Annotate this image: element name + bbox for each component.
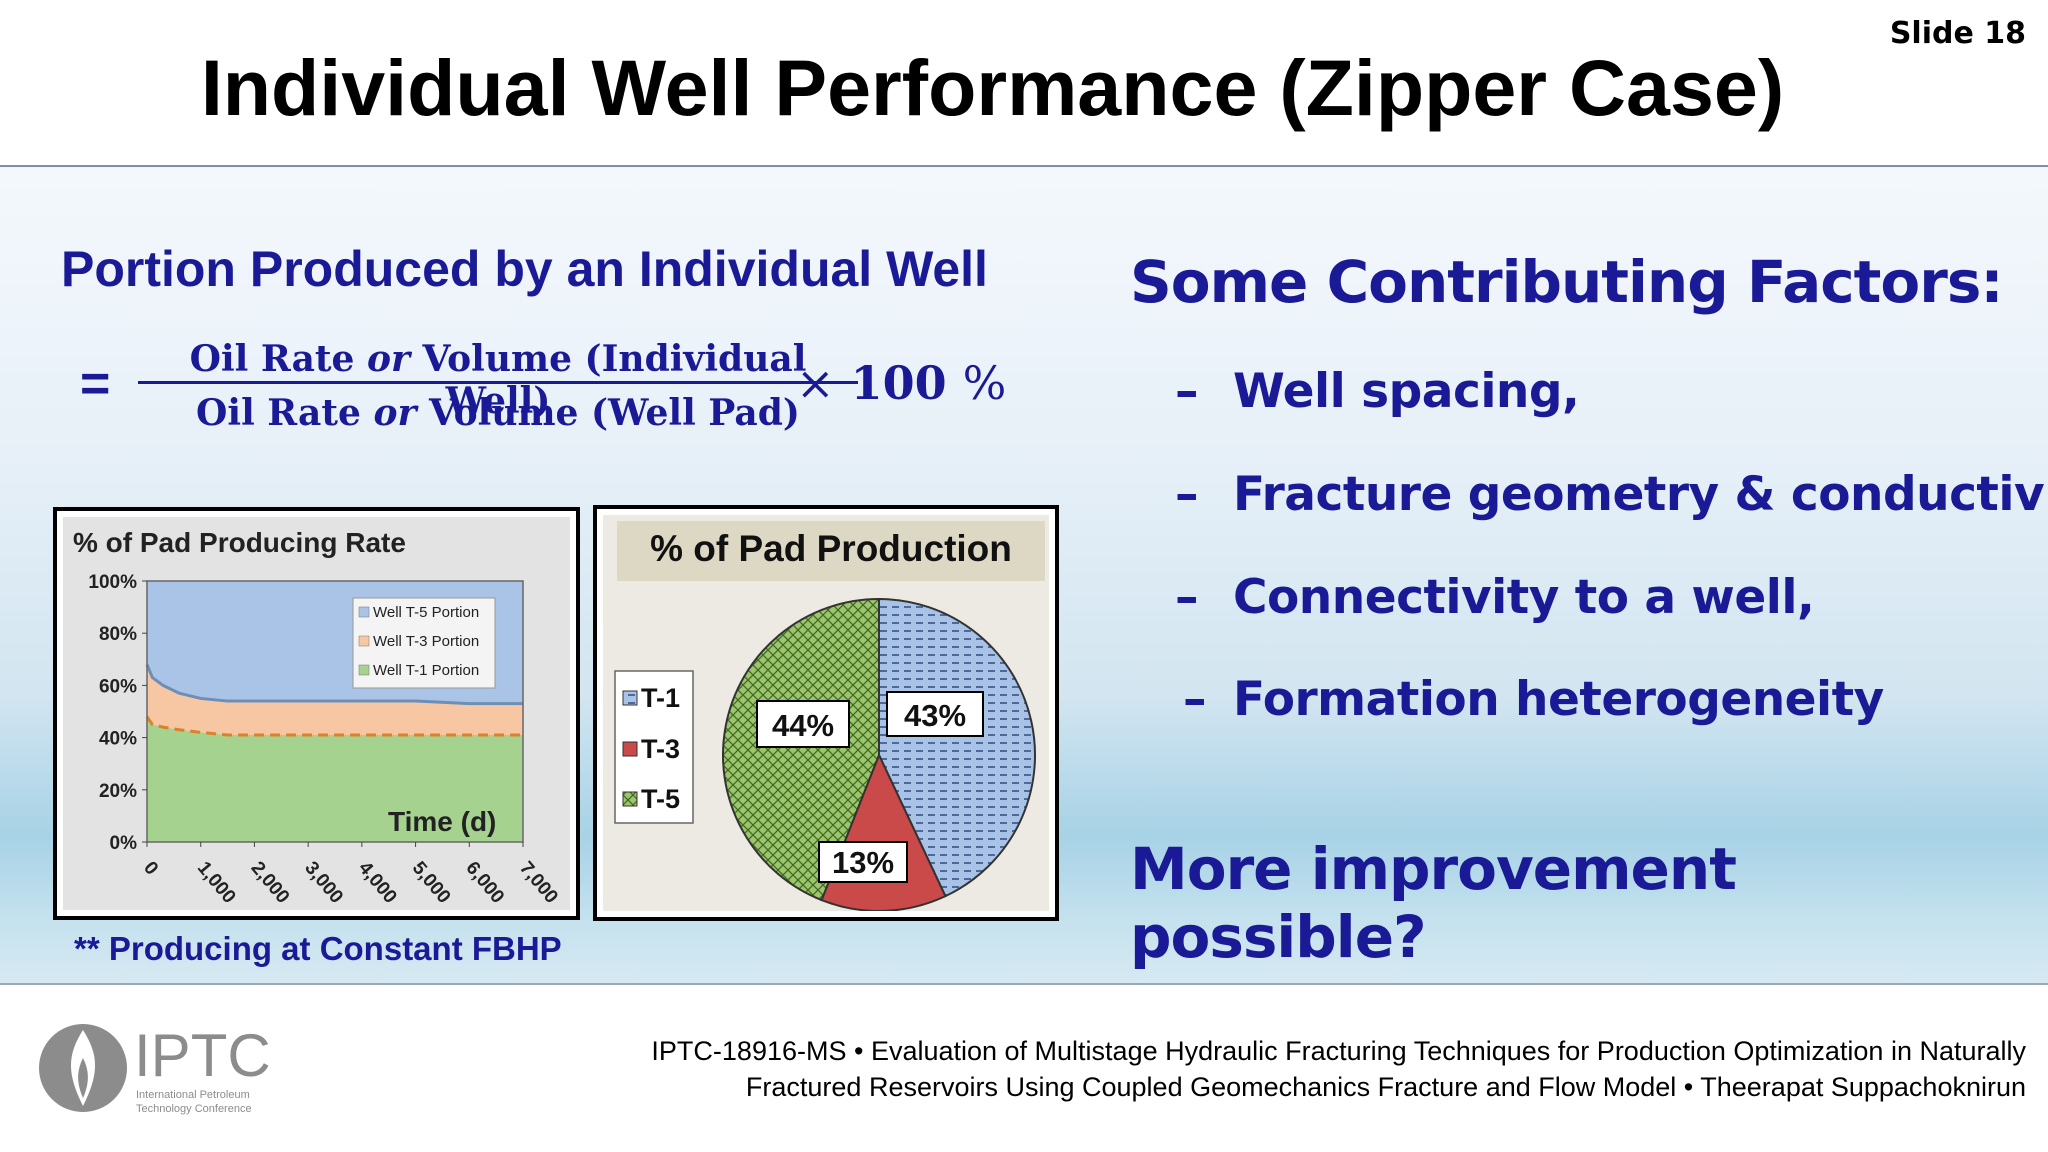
- pie-legend-swatch-t1: [622, 690, 638, 706]
- x-tick-label: 4,000: [354, 858, 401, 908]
- numerator-or: or: [367, 338, 410, 380]
- denominator-part-b: Volume (Well Pad): [416, 392, 800, 434]
- pie-chart-frame: % of Pad Production T-1 T-3 T-5 43% 13% …: [593, 505, 1059, 921]
- area-chart: % of Pad Producing Rate 0% 20% 40% 60% 80% 10…: [73, 527, 562, 908]
- factor-label: Fracture geometry & conductivity: [1233, 467, 2048, 522]
- logo-subtext-2: Technology Conference: [136, 1103, 252, 1115]
- dash-icon: –: [1175, 570, 1199, 625]
- area-chart-title: % of Pad Producing Rate: [73, 527, 406, 558]
- dash-icon: –: [1175, 364, 1199, 419]
- factor-item: – Formation heterogeneity: [1183, 672, 1884, 727]
- area-chart-frame: % of Pad Producing Rate 0% 20% 40% 60% 80% 10…: [53, 507, 580, 920]
- y-tick-label: 60%: [99, 676, 137, 697]
- legend-label-t1: Well T-1 Portion: [373, 662, 479, 679]
- formula-numerator: Oil Rate or Volume (Individual Well): [138, 338, 858, 422]
- x-tick-label: 5,000: [408, 858, 455, 908]
- y-tick-label: 100%: [88, 572, 137, 593]
- legend-label-t5: Well T-5 Portion: [373, 604, 479, 621]
- numerator-part-b: Volume (Individual Well): [409, 338, 807, 422]
- pie-slice-t1: [878, 597, 1036, 898]
- x-tick-label: 6,000: [461, 858, 508, 908]
- area-series-t1: [147, 716, 523, 842]
- citation-line-1: IPTC-18916-MS • Evaluation of Multistage…: [651, 1036, 2026, 1066]
- slide-title: Individual Well Performance (Zipper Case…: [200, 43, 1785, 132]
- factor-label: Connectivity to a well,: [1233, 570, 1815, 625]
- area-y-ticks: 0% 20% 40% 60% 80% 100%: [88, 572, 147, 854]
- fraction-bar: [138, 381, 858, 384]
- formula-multiplier: × 100 %: [796, 356, 1006, 410]
- citation: IPTC-18916-MS • Evaluation of Multistage…: [526, 1033, 2026, 1105]
- times-sign: ×: [796, 356, 835, 410]
- dash-icon: –: [1183, 672, 1207, 727]
- pie-chart-panel: % of Pad Production T-1 T-3 T-5 43% 13% …: [603, 515, 1049, 912]
- factor-item: – Fracture geometry & conductivity: [1175, 467, 2048, 522]
- area-line-t1-top: [145, 715, 523, 737]
- x-tick-label: 3,000: [300, 858, 347, 908]
- legend-swatch-t1: [358, 664, 370, 676]
- data-label-43: 43%: [904, 698, 966, 733]
- dash-icon: –: [1175, 467, 1199, 522]
- flame-icon: IPTC International Petroleum Technology …: [39, 1022, 271, 1115]
- x-tick-label: 1,000: [193, 858, 240, 908]
- x-tick-label: 7,000: [515, 858, 562, 908]
- pie-title: % of Pad Production: [650, 528, 1012, 569]
- closing-question: More improvement possible?: [1130, 835, 1737, 971]
- formula: = Oil Rate or Volume (Individual Well) O…: [80, 330, 1020, 450]
- area-line-t3-top: [145, 663, 523, 706]
- pie-chart: % of Pad Production T-1 T-3 T-5 43% 13% …: [614, 521, 1045, 912]
- pie-legend-swatch-t5: [622, 791, 638, 807]
- logo-subtext-1: International Petroleum: [136, 1089, 250, 1101]
- x-tick-label: 2,000: [247, 858, 294, 908]
- y-tick-label: 40%: [99, 729, 137, 750]
- pie-legend-label-t3: T-3: [641, 734, 680, 764]
- data-label-13: 13%: [832, 845, 894, 880]
- area-x-axis-label: Time (d): [388, 806, 496, 837]
- legend-swatch-t3: [358, 635, 370, 647]
- pie-legend-label-t5: T-5: [641, 784, 680, 814]
- formula-denominator: Oil Rate or Volume (Well Pad): [138, 392, 858, 434]
- area-series-t3: [147, 664, 523, 735]
- factor-label: Well spacing,: [1233, 364, 1580, 419]
- pie-slice-t5: [722, 597, 880, 902]
- denominator-part-a: Oil Rate: [196, 392, 374, 434]
- factor-item: – Well spacing,: [1175, 364, 1580, 419]
- data-label-44: 44%: [772, 708, 834, 743]
- logo-wordmark: IPTC: [134, 1022, 271, 1089]
- area-x-ticks: 0 1,000 2,000 3,000 4,000 5,000 6,000 7,000: [139, 842, 562, 908]
- label-box-44: [756, 700, 850, 748]
- pie-data-labels: 43% 13% 44%: [756, 691, 984, 883]
- slide-number: Slide 18: [1889, 16, 2026, 51]
- area-chart-panel: % of Pad Producing Rate 0% 20% 40% 60% 80% 10…: [63, 517, 570, 910]
- y-tick-label: 20%: [99, 781, 137, 802]
- legend-label-t3: Well T-3 Portion: [373, 633, 479, 650]
- factor-item: – Connectivity to a well,: [1175, 570, 1815, 625]
- denominator-or: or: [373, 392, 417, 434]
- numerator-part-a: Oil Rate: [189, 338, 367, 380]
- pie-legend: T-1 T-3 T-5: [614, 670, 694, 824]
- pie-title-bg: [617, 521, 1045, 581]
- formula-equals: =: [80, 355, 111, 413]
- label-box-13: [818, 841, 908, 883]
- percent-sign: %: [962, 356, 1007, 410]
- legend-frame: [352, 597, 496, 689]
- pie-slices: [722, 597, 1036, 912]
- legend-swatch-t5: [358, 606, 370, 618]
- y-tick-label: 0%: [110, 833, 138, 854]
- citation-line-2: Fractured Reservoirs Using Coupled Geome…: [745, 1072, 2026, 1102]
- iptc-logo: IPTC International Petroleum Technology …: [36, 1018, 296, 1118]
- factors-heading: Some Contributing Factors:: [1130, 248, 2004, 316]
- area-legend: Well T-5 Portion Well T-3 Portion Well T…: [352, 597, 496, 689]
- pie-legend-swatch-t3: [622, 741, 638, 757]
- factor-label: Formation heterogeneity: [1233, 672, 1884, 727]
- label-box-43: [886, 691, 984, 737]
- y-tick-label: 80%: [99, 624, 137, 645]
- fbhp-note: ** Producing at Constant FBHP: [74, 930, 562, 967]
- x-tick-label: 0: [139, 858, 162, 880]
- pie-legend-label-t1: T-1: [641, 683, 680, 713]
- hundred: 100: [850, 356, 947, 410]
- portion-heading: Portion Produced by an Individual Well: [61, 241, 988, 297]
